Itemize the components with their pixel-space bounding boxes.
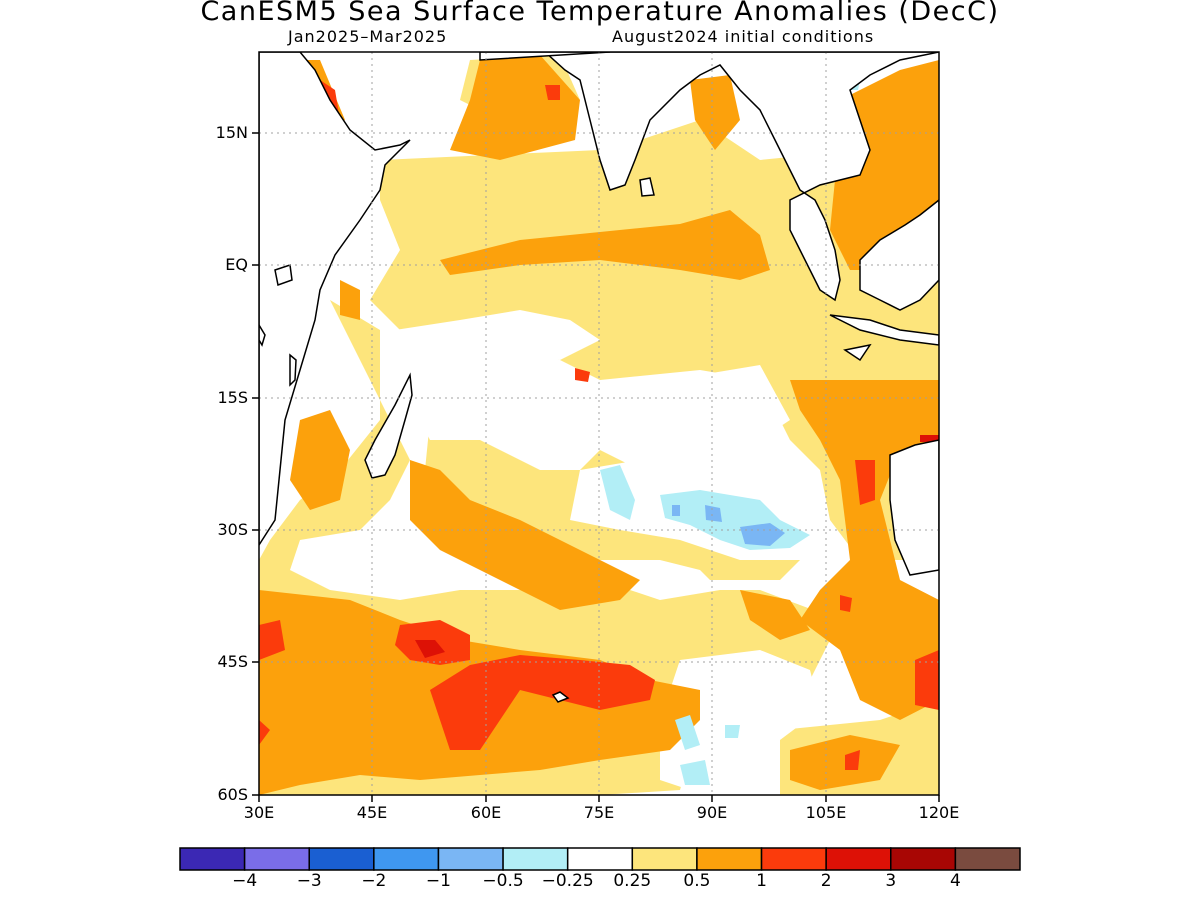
colorbar-swatch [825, 847, 892, 871]
colorbar-swatch [890, 847, 957, 871]
colorbar-tick-label: −4 [232, 871, 258, 891]
colorbar-swatch [437, 847, 504, 871]
colorbar-tick-label: 3 [885, 871, 897, 891]
colorbar-swatch [373, 847, 440, 871]
colorbar-tick-label: 2 [820, 871, 832, 891]
colorbar-swatch [243, 847, 310, 871]
anomaly-neg-0-5-to-neg-1 [672, 505, 785, 546]
colorbar-tick-label: −1 [425, 871, 451, 891]
anomaly-0-5-to-1 [259, 55, 939, 795]
colorbar [179, 847, 1021, 871]
anomaly-1-to-2 [259, 80, 939, 770]
period-subtitle: Jan2025–Mar2025 [288, 27, 448, 46]
colorbar-tick-label: −2 [361, 871, 387, 891]
colorbar-swatch [696, 847, 763, 871]
colorbar-swatch [760, 847, 827, 871]
colorbar-swatch [308, 847, 375, 871]
lat-label-15n: 15N [215, 123, 248, 142]
graticule [259, 52, 939, 795]
lat-label-45s: 45S [217, 652, 248, 671]
colorbar-tick-label: 0.25 [613, 871, 652, 891]
lon-label-30e: 30E [243, 803, 275, 822]
lat-label-15s: 15S [217, 388, 248, 407]
lat-label-30s: 30S [217, 520, 248, 539]
colorbar-tick-label: −3 [296, 871, 322, 891]
colorbar-tick-label: 1 [756, 871, 767, 891]
lat-label-60s: 60S [217, 785, 248, 804]
lon-label-90e: 90E [696, 803, 728, 822]
colorbar-tick-label: −0.5 [482, 871, 524, 891]
colorbar-swatch [179, 847, 246, 871]
colorbar-swatch [566, 847, 634, 871]
lon-label-120e: 120E [918, 803, 960, 822]
colorbar-swatch [502, 847, 569, 871]
land-masses [259, 52, 939, 703]
colorbar-swatch [631, 847, 698, 871]
lon-label-45e: 45E [356, 803, 388, 822]
lon-label-60e: 60E [470, 803, 502, 822]
colorbar-swatch [954, 847, 1021, 871]
colorbar-tick-label: −0.25 [541, 871, 594, 891]
lon-label-75e: 75E [583, 803, 615, 822]
colorbar-tick-label: 4 [949, 871, 961, 891]
init-conditions-subtitle: August2024 initial conditions [612, 27, 875, 46]
map-title: CanESM5 Sea Surface Temperature Anomalie… [200, 0, 1000, 27]
colorbar-tick-label: 0.5 [683, 871, 711, 891]
lat-label-eq: EQ [225, 255, 248, 274]
sst-anomaly-field [259, 52, 939, 795]
lon-label-105e: 105E [805, 803, 847, 822]
axis-ticks [252, 132, 940, 802]
